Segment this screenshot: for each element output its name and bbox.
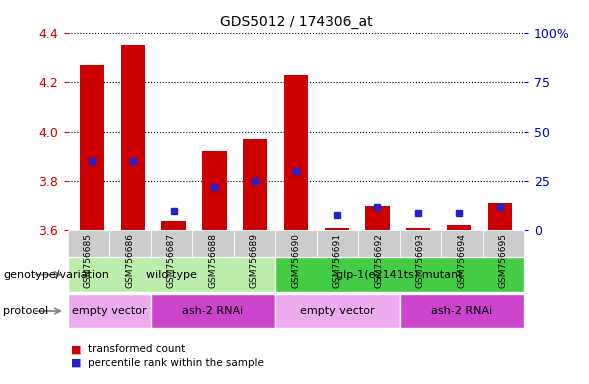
Bar: [243, 139, 267, 230]
Text: GSM756691: GSM756691: [333, 233, 342, 288]
Bar: [284, 74, 308, 230]
Text: percentile rank within the sample: percentile rank within the sample: [88, 358, 264, 368]
Text: GSM756685: GSM756685: [84, 233, 93, 288]
Text: GSM756690: GSM756690: [292, 233, 300, 288]
Text: GSM756688: GSM756688: [209, 233, 217, 288]
Text: GSM756692: GSM756692: [375, 233, 383, 288]
Bar: [121, 45, 145, 230]
Text: empty vector: empty vector: [300, 306, 375, 316]
Bar: [325, 228, 349, 230]
Text: protocol: protocol: [3, 306, 48, 316]
Text: ash-2 RNAi: ash-2 RNAi: [431, 306, 492, 316]
Title: GDS5012 / 174306_at: GDS5012 / 174306_at: [220, 15, 372, 29]
Text: ■: ■: [71, 344, 81, 354]
Text: ash-2 RNAi: ash-2 RNAi: [183, 306, 244, 316]
Text: genotype/variation: genotype/variation: [3, 270, 109, 280]
Bar: [80, 65, 104, 230]
Bar: [365, 206, 390, 230]
Text: GSM756694: GSM756694: [458, 233, 466, 288]
Bar: [447, 225, 471, 230]
Bar: [488, 203, 512, 230]
Text: ■: ■: [71, 358, 81, 368]
Bar: [161, 220, 186, 230]
Text: GSM756687: GSM756687: [167, 233, 176, 288]
Text: empty vector: empty vector: [72, 306, 147, 316]
Text: GSM756686: GSM756686: [125, 233, 134, 288]
Text: GSM756689: GSM756689: [250, 233, 259, 288]
Text: transformed count: transformed count: [88, 344, 186, 354]
Text: glp-1(e2141ts) mutant: glp-1(e2141ts) mutant: [336, 270, 463, 280]
Text: GSM756695: GSM756695: [499, 233, 508, 288]
Bar: [406, 228, 431, 230]
Bar: [202, 151, 227, 230]
Text: wild type: wild type: [146, 270, 197, 280]
Text: GSM756693: GSM756693: [416, 233, 425, 288]
